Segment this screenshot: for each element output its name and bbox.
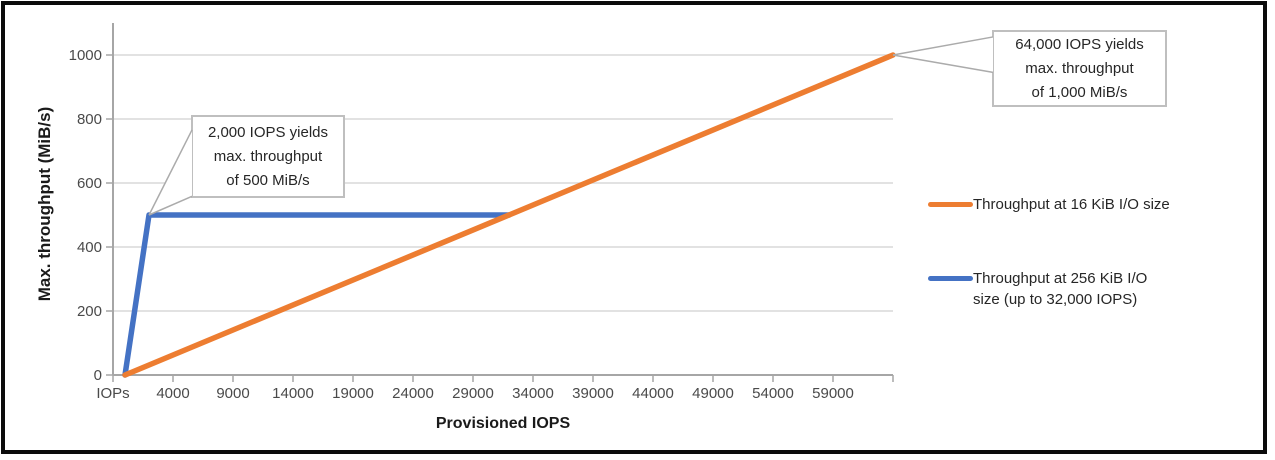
- legend-label-16k: Throughput at 16 KiB I/O size: [973, 196, 1170, 213]
- legend-swatch-16k-icon: [928, 202, 973, 207]
- callout-2000-iops: 2,000 IOPS yields max. throughput of 500…: [191, 115, 345, 198]
- x-axis-title: Provisioned IOPS: [435, 415, 571, 432]
- legend-entry-16k: Throughput at 16 KiB I/O size: [928, 194, 1170, 215]
- callout-64000-iops: 64,000 IOPS yields max. throughput of 1,…: [992, 30, 1167, 107]
- legend-swatch-256k-icon: [928, 276, 973, 281]
- legend-entry-256k: Throughput at 256 KiB I/O size (up to 32…: [928, 268, 1147, 310]
- legend-label-256k: Throughput at 256 KiB I/O size (up to 32…: [973, 270, 1148, 308]
- y-axis-title: Max. throughput (MiB/s): [35, 106, 54, 302]
